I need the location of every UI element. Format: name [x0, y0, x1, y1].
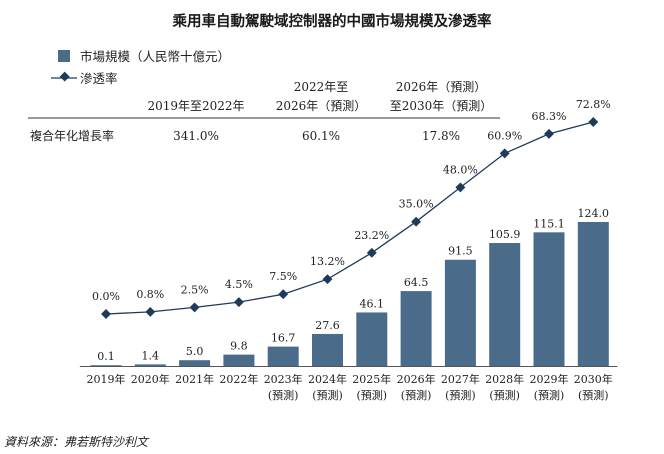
x-tick-note-7: (預測)	[401, 388, 432, 402]
x-tick-note-10: (預測)	[534, 388, 565, 402]
line-point-5	[322, 274, 333, 285]
cagr-row-label: 複合年化增長率	[30, 128, 114, 143]
line-point-9	[499, 148, 510, 159]
line-point-6	[366, 247, 377, 258]
bar-1	[134, 364, 166, 366]
bar-value-label-2: 5.0	[186, 345, 204, 358]
bar-value-label-11: 124.0	[578, 207, 610, 220]
line-point-4	[278, 289, 289, 300]
line-value-label-10: 68.3%	[532, 110, 567, 123]
bar-value-label-8: 91.5	[448, 245, 473, 258]
cagr-header-3-line-1: 2026年（預測）	[396, 80, 487, 94]
bar-4	[267, 346, 299, 366]
bar-9	[489, 243, 521, 366]
chart-title: 乘用車自動駕駛域控制器的中國市場規模及滲透率	[172, 12, 492, 30]
legend-bar-label: 市場規模（人民幣十億元）	[80, 49, 230, 64]
line-point-1	[145, 306, 156, 317]
line-value-label-1: 0.8%	[136, 288, 164, 301]
cagr-header-2-line-2: 2026年（預測）	[276, 99, 367, 113]
line-value-label-11: 72.8%	[576, 98, 611, 111]
bar-0	[90, 365, 122, 366]
x-tick-label-11: 2030年	[574, 372, 613, 386]
x-tick-note-6: (預測)	[357, 388, 388, 402]
source-note: 資料來源：弗若斯特沙利文	[4, 435, 150, 449]
bar-value-label-7: 64.5	[404, 276, 429, 289]
bar-2	[179, 360, 211, 366]
x-tick-label-5: 2024年	[308, 372, 347, 386]
cagr-value-1: 341.0%	[173, 129, 219, 143]
line-point-0	[101, 309, 111, 319]
x-tick-label-3: 2022年	[219, 372, 258, 386]
bar-6	[356, 312, 388, 366]
line-value-label-0: 0.0%	[92, 290, 120, 303]
x-tick-label-8: 2027年	[441, 372, 480, 386]
x-tick-label-0: 2019年	[87, 372, 126, 386]
x-tick-label-2: 2021年	[175, 372, 214, 386]
line-point-8	[455, 182, 466, 193]
bar-series: 0.1 1.4 5.0 9.8 16.7 27.6 46.1 64.5 91.5 105.9 115…	[90, 207, 610, 366]
bar-11	[577, 222, 609, 366]
bar-value-label-3: 9.8	[230, 340, 248, 353]
legend-bar-swatch	[58, 50, 70, 62]
cagr-value-2: 60.1%	[302, 129, 340, 143]
x-tick-note-4: (預測)	[268, 388, 299, 402]
x-tick-label-1: 2020年	[131, 372, 170, 386]
bar-3	[223, 354, 255, 366]
x-tick-note-11: (預測)	[578, 388, 609, 402]
line-point-2	[189, 302, 200, 313]
x-axis: 2019年 2020年 2021年 2022年 2023年 (預測) 2024年 (預測) 20…	[79, 366, 618, 402]
bar-value-label-0: 0.1	[97, 350, 115, 363]
cagr-header-2-line-1: 2022年至	[294, 80, 349, 94]
bar-value-label-10: 115.1	[533, 217, 565, 230]
bar-value-label-1: 1.4	[142, 349, 160, 362]
x-tick-label-10: 2029年	[530, 372, 569, 386]
legend-line-label: 滲透率	[80, 71, 118, 86]
bar-5	[312, 333, 343, 366]
line-value-label-3: 4.5%	[225, 278, 253, 291]
line-point-10	[544, 128, 554, 139]
x-tick-note-9: (預測)	[489, 388, 520, 402]
line-series: 0.0% 0.8% 2.5% 4.5% 7.5% 13.2% 23.2% 35.0% 48.0%…	[92, 98, 611, 319]
x-tick-label-6: 2025年	[352, 372, 391, 386]
legend-diamond-marker	[59, 71, 70, 82]
cagr-value-3: 17.8%	[422, 129, 460, 143]
line-point-11	[588, 117, 599, 127]
penetration-line	[105, 121, 594, 315]
x-tick-note-5: (預測)	[312, 388, 343, 402]
x-tick-note-8: (預測)	[445, 388, 476, 402]
x-tick-label-9: 2028年	[485, 372, 524, 386]
cagr-header-3-line-2: 至2030年（預測）	[390, 99, 493, 113]
bar-value-label-5: 27.6	[315, 319, 340, 332]
legend: 市場規模（人民幣十億元） 滲透率	[51, 49, 230, 86]
cagr-header-1: 2019年至2022年	[147, 99, 244, 113]
line-value-label-7: 35.0%	[399, 198, 434, 211]
line-value-label-6: 23.2%	[354, 229, 389, 242]
bar-value-label-4: 16.7	[271, 332, 296, 345]
line-point-7	[411, 216, 422, 227]
bar-10	[533, 232, 565, 366]
bar-value-label-9: 105.9	[489, 228, 521, 241]
line-value-label-4: 7.5%	[269, 270, 297, 283]
x-tick-label-7: 2026年	[397, 372, 436, 386]
line-point-3	[233, 297, 244, 308]
line-value-label-2: 2.5%	[181, 283, 209, 296]
x-tick-label-4: 2023年	[264, 372, 303, 386]
cagr-table: 2019年至2022年 2022年至 2026年（預測） 2026年（預測） 至…	[28, 80, 500, 143]
line-value-label-8: 48.0%	[443, 163, 478, 176]
bar-value-label-6: 46.1	[360, 297, 385, 310]
line-value-label-9: 60.9%	[487, 129, 522, 142]
bar-8	[444, 259, 476, 366]
line-value-label-5: 13.2%	[310, 255, 345, 268]
bar-7	[400, 291, 432, 366]
